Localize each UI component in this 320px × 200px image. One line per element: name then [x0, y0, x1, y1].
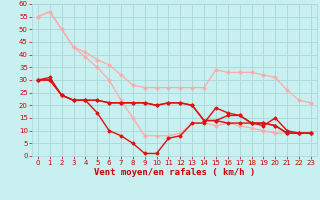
- X-axis label: Vent moyen/en rafales ( km/h ): Vent moyen/en rafales ( km/h ): [94, 168, 255, 177]
